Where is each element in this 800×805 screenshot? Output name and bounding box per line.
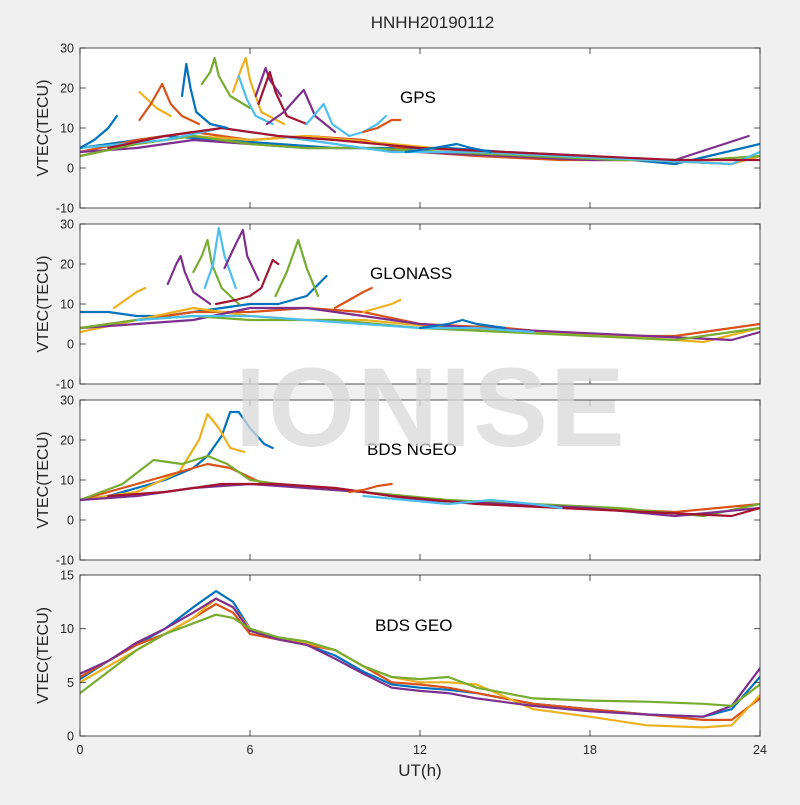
series-line-8	[348, 482, 393, 494]
series-line-13	[274, 238, 320, 298]
y-tick-label: 20	[60, 82, 74, 96]
plot-area	[80, 400, 760, 560]
series-group	[80, 226, 760, 344]
y-tick-label: 0	[67, 338, 74, 352]
series-line-6	[135, 314, 535, 334]
y-tick-label: 0	[67, 162, 74, 176]
y-tick-label: 20	[60, 434, 74, 448]
series-line-5	[80, 613, 760, 708]
series-line-9	[180, 62, 229, 130]
series-line-6	[107, 482, 760, 518]
subplot-3: -10 0 10 20 30 BDS NGEO VTEC(TECU)	[35, 394, 761, 568]
series-line-19	[348, 114, 388, 138]
y-axis-label: VTEC(TECU)	[35, 80, 52, 177]
y-tick-label: 30	[60, 218, 74, 232]
y-axis-label: VTEC(TECU)	[35, 607, 52, 704]
series-line-15	[362, 298, 402, 314]
series-group	[80, 56, 760, 166]
y-tick-label: 0	[67, 514, 74, 528]
series-line-1	[80, 410, 274, 502]
x-tick-label: 24	[753, 743, 767, 757]
plot-area	[80, 575, 760, 736]
series-line-16	[418, 318, 507, 330]
series-line-14	[333, 286, 373, 310]
series-line-8	[80, 114, 118, 150]
series-line-11	[138, 82, 201, 126]
x-axis-label: UT(h)	[398, 761, 441, 780]
panel-label: BDS GEO	[375, 616, 452, 635]
series-line-18	[305, 102, 351, 138]
series-line-15	[257, 70, 308, 126]
series-line-4	[80, 597, 760, 718]
series-line-7	[112, 286, 147, 310]
y-axis-label: VTEC(TECU)	[35, 256, 52, 353]
plot-area	[80, 48, 760, 208]
series-line-7	[362, 494, 563, 510]
panel-label: GLONASS	[370, 264, 452, 283]
x-tick-label: 6	[247, 743, 254, 757]
y-tick-label: 10	[60, 474, 74, 488]
series-line-10	[203, 226, 237, 290]
x-tick-label: 0	[77, 743, 84, 757]
series-line-21	[404, 142, 492, 154]
y-tick-label: -10	[56, 554, 74, 568]
series-line-9	[192, 238, 240, 306]
y-tick-label: 10	[60, 622, 74, 636]
y-tick-label: 10	[60, 122, 74, 136]
x-tick-label: 18	[583, 743, 597, 757]
y-tick-label: -10	[56, 378, 74, 392]
series-line-8	[166, 254, 212, 306]
series-line-10	[138, 90, 172, 118]
series-line-16	[237, 74, 274, 126]
y-tick-label: 5	[67, 676, 74, 690]
series-line-12	[214, 258, 280, 306]
y-tick-label: 10	[60, 298, 74, 312]
series-line-12	[200, 56, 252, 110]
series-line-6	[80, 126, 760, 166]
panel-label: GPS	[400, 88, 436, 107]
figure-title: HNHH20190112	[370, 13, 495, 32]
y-tick-label: 20	[60, 258, 74, 272]
panel-label: BDS NGEO	[367, 440, 457, 459]
series-line-20	[362, 118, 402, 134]
series-group	[80, 410, 760, 518]
watermark-text: IONISE	[235, 345, 627, 470]
y-axis-label: VTEC(TECU)	[35, 432, 52, 529]
series-line-4	[80, 306, 760, 342]
x-tick-label: 12	[413, 743, 427, 757]
y-tick-label: 15	[60, 569, 74, 583]
plot-area	[80, 224, 760, 384]
y-tick-label: -10	[56, 202, 74, 216]
series-line-13	[231, 56, 286, 126]
series-line-17	[265, 88, 337, 134]
subplot-2: -10 0 10 20 30 GLONASS VTEC(TECU)	[35, 218, 761, 392]
series-line-2	[80, 412, 246, 502]
series-group	[80, 589, 760, 729]
y-tick-label: 30	[60, 42, 74, 56]
subplot-1: -10 0 10 20 30 GPS VTEC(TECU)	[35, 42, 761, 216]
series-line-7	[107, 126, 760, 162]
subplot-4: 0 5 10 15 BDS GEO VTEC(TECU)	[35, 569, 761, 744]
y-tick-label: 0	[67, 730, 74, 744]
series-line-11	[223, 228, 260, 282]
y-tick-label: 30	[60, 394, 74, 408]
